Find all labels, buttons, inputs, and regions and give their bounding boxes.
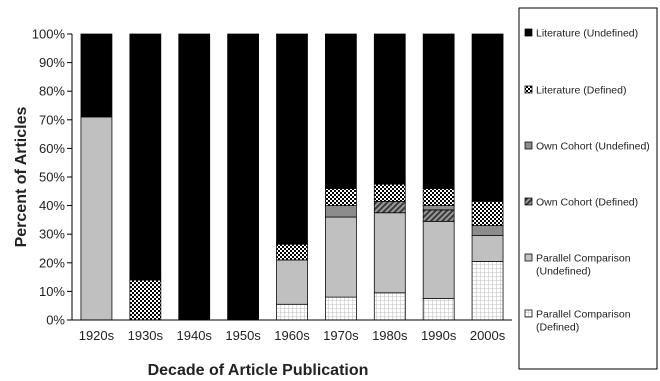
legend-item-parallel-comparison-undefined: Parallel Comparison(Undefined) <box>524 253 631 278</box>
plot-area <box>80 33 504 321</box>
legend-swatch <box>524 28 533 37</box>
x-tick-label: 1930s <box>128 328 164 343</box>
legend-item-literature-defined: Literature (Defined) <box>524 85 626 97</box>
x-tick-label: 1990s <box>421 328 457 343</box>
bar-1960s-parallel-comparison-undefined <box>276 259 308 305</box>
x-tick-label: 2000s <box>470 328 506 343</box>
legend-frame <box>518 7 658 370</box>
y-tick-label: 80% <box>39 84 65 99</box>
legend-item-parallel-comparison-defined: Parallel Comparison(Defined) <box>524 309 631 334</box>
bar-2000s-literature-defined <box>471 200 504 226</box>
bar-1920s-literature-undefined <box>80 33 113 118</box>
y-tick-label: 60% <box>39 141 65 156</box>
y-tick-label: 90% <box>39 55 65 70</box>
legend-label: Parallel Comparison <box>536 253 631 265</box>
bar-1990s-own-cohort-defined <box>422 209 455 222</box>
bar-2000s-literature-undefined <box>471 33 504 202</box>
bar-1940s-literature-undefined <box>178 33 211 321</box>
legend-label: Literature (Undefined) <box>536 28 638 40</box>
bar-2000s-parallel-comparison-undefined <box>471 235 504 262</box>
x-tick-label: 1960s <box>274 328 310 343</box>
x-tick-label: 1970s <box>323 328 359 343</box>
y-tick-label: 50% <box>39 170 65 185</box>
bar-1970s-literature-defined <box>325 188 357 206</box>
bar-1970s-parallel-comparison-undefined <box>325 216 357 298</box>
legend-swatch <box>524 141 533 150</box>
legend-label: Literature (Defined) <box>536 85 626 97</box>
bar-1970s-literature-undefined <box>325 33 357 189</box>
x-tick-label: 1920s <box>79 328 115 343</box>
x-tick-label: 1950s <box>225 328 261 343</box>
legend-label: Parallel Comparison <box>536 309 631 321</box>
legend: Literature (Undefined) Literature (Define… <box>518 7 658 370</box>
bar-1990s-parallel-comparison-defined <box>422 298 455 321</box>
y-tick-label: 100% <box>32 27 66 42</box>
y-axis: 0% 10% 20% 30% 40% 50% 60% 70% 80% 90% 100% <box>32 27 73 328</box>
legend-item-literature-undefined: Literature (Undefined) <box>524 28 638 40</box>
legend-swatch <box>524 253 533 262</box>
bar-1970s-own-cohort-undefined <box>325 205 357 218</box>
y-tick-label: 10% <box>39 284 65 299</box>
bar-1930s-literature-defined <box>129 279 162 321</box>
bar-1980s-own-cohort-defined <box>373 200 406 214</box>
legend-item-own-cohort-defined: Own Cohort (Defined) <box>524 197 638 209</box>
x-axis-title: Decade of Article Publication <box>148 362 369 379</box>
x-tick-label: 1980s <box>372 328 408 343</box>
legend-label: Own Cohort (Defined) <box>536 197 638 209</box>
bar-1990s-literature-undefined <box>422 33 455 189</box>
x-tick-label: 1940s <box>177 328 213 343</box>
bar-1980s-literature-defined <box>373 183 406 202</box>
legend-swatch <box>524 309 533 318</box>
y-tick-label: 30% <box>39 227 65 242</box>
x-axis: 1920s 1930s 1940s 1950s 1960s 1970s 1980s 1990s… <box>72 319 512 343</box>
bar-1990s-literature-defined <box>422 188 455 206</box>
y-tick-label: 0% <box>46 313 65 328</box>
legend-swatch <box>524 197 533 206</box>
y-tick-label: 40% <box>39 198 65 213</box>
y-tick-label: 70% <box>39 112 65 127</box>
bar-1960s-literature-undefined <box>276 33 308 245</box>
bar-1980s-parallel-comparison-undefined <box>373 212 406 294</box>
legend-label: (Undefined) <box>536 266 591 278</box>
bar-2000s-own-cohort-undefined <box>471 225 504 237</box>
y-tick-label: 20% <box>39 255 65 270</box>
y-axis-title: Percent of Articles <box>13 107 30 248</box>
bar-1960s-literature-defined <box>276 243 308 261</box>
legend-label: (Defined) <box>536 322 579 334</box>
bar-1980s-parallel-comparison-defined <box>373 292 406 321</box>
bar-1990s-parallel-comparison-undefined <box>422 220 455 299</box>
legend-swatch <box>524 85 533 94</box>
legend-label: Own Cohort (Undefined) <box>536 141 650 153</box>
bar-1960s-parallel-comparison-defined <box>276 303 308 321</box>
bar-1950s-literature-undefined <box>227 33 259 321</box>
bar-1920s-parallel-comparison-undefined <box>80 116 113 321</box>
bar-1930s-literature-undefined <box>129 33 162 281</box>
bar-1980s-literature-undefined <box>373 33 406 185</box>
bar-1990s-own-cohort-undefined <box>422 205 455 211</box>
bar-2000s-parallel-comparison-defined <box>471 260 504 321</box>
legend-item-own-cohort-undefined: Own Cohort (Undefined) <box>524 141 650 153</box>
bar-1970s-parallel-comparison-defined <box>325 296 357 321</box>
